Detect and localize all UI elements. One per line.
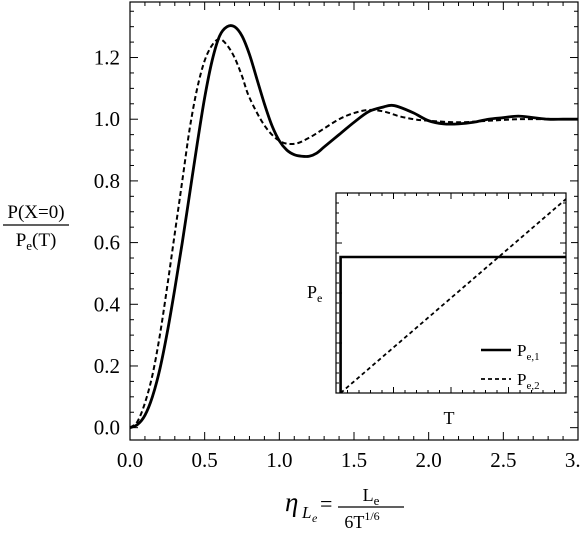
y-tick-label: 1.0 bbox=[94, 107, 120, 131]
y-label-denominator-sub: e bbox=[26, 238, 32, 253]
y-tick-label: 0.2 bbox=[94, 354, 120, 378]
x-tick-label: 3.0 bbox=[565, 448, 581, 472]
main-series-group bbox=[129, 24, 578, 429]
y-tick-label: 0.0 bbox=[94, 416, 120, 440]
legend-label-pe1: Pe,1 bbox=[517, 341, 540, 363]
x-tick-label: 1.0 bbox=[266, 448, 292, 472]
legend-label-pe1-main: P bbox=[517, 341, 526, 360]
inset-background bbox=[324, 188, 571, 418]
inset-series-group bbox=[339, 198, 567, 394]
inset-series-pe1 bbox=[339, 255, 566, 393]
y-label-denominator: Pe(T) bbox=[16, 230, 57, 253]
legend-label-pe1-sub: e,1 bbox=[526, 351, 539, 363]
legend-label-pe2: Pe,2 bbox=[517, 370, 540, 392]
x-label-eta-subsub: e bbox=[312, 511, 318, 525]
x-tick-label: 1.5 bbox=[341, 448, 367, 472]
y-label-numerator: P(X=0) bbox=[7, 202, 64, 223]
inset-y-label-main: P bbox=[307, 282, 317, 302]
y-tick-label: 0.6 bbox=[94, 231, 120, 255]
x-label-numerator: Le bbox=[363, 485, 380, 508]
x-label-numerator-main: L bbox=[363, 485, 374, 505]
y-tick-label: 0.8 bbox=[94, 169, 120, 193]
x-tick-label: 2.0 bbox=[416, 448, 442, 472]
x-label-numerator-sub: e bbox=[374, 493, 380, 508]
inset-y-label: Pe bbox=[307, 282, 322, 305]
x-label-equals: = bbox=[320, 491, 332, 516]
inset-series-pe2 bbox=[340, 198, 567, 394]
x-axis-label: η L e = Le 6T1/6 bbox=[285, 485, 404, 532]
inset-y-label-sub: e bbox=[317, 291, 322, 305]
inset-chart: Pe T Pe,1 Pe,2 bbox=[307, 188, 571, 428]
legend-label-pe2-main: P bbox=[517, 370, 526, 389]
inset-legend: Pe,1 Pe,2 bbox=[481, 341, 540, 392]
x-label-denominator-main: 6T bbox=[344, 512, 364, 532]
y-label-denominator-tail: (T) bbox=[32, 230, 56, 251]
x-label-denominator: 6T1/6 bbox=[344, 509, 379, 532]
main-tick-labels: 0.0 0.5 1.0 1.5 2.0 2.5 3.0 0.0 0.2 0.4 0.6 0.8 1.0 1… bbox=[94, 46, 581, 472]
x-tick-label: 0.0 bbox=[117, 448, 143, 472]
x-label-eta: η bbox=[285, 487, 298, 517]
y-axis-label: P(X=0) Pe(T) bbox=[3, 202, 69, 253]
y-tick-label: 0.4 bbox=[94, 292, 121, 316]
series-dashed-line bbox=[129, 38, 578, 429]
y-label-denominator-main: P bbox=[16, 230, 27, 251]
main-tick-marks bbox=[129, 2, 579, 440]
x-tick-label: 2.5 bbox=[490, 448, 516, 472]
inset-tick-marks bbox=[336, 193, 566, 393]
x-tick-label: 0.5 bbox=[192, 448, 218, 472]
x-label-denominator-sup: 1/6 bbox=[364, 509, 379, 523]
x-label-eta-sub: L bbox=[301, 503, 311, 522]
legend-label-pe2-sub: e,2 bbox=[526, 380, 539, 392]
y-tick-label: 1.2 bbox=[94, 46, 120, 70]
inset-x-label: T bbox=[444, 408, 455, 428]
